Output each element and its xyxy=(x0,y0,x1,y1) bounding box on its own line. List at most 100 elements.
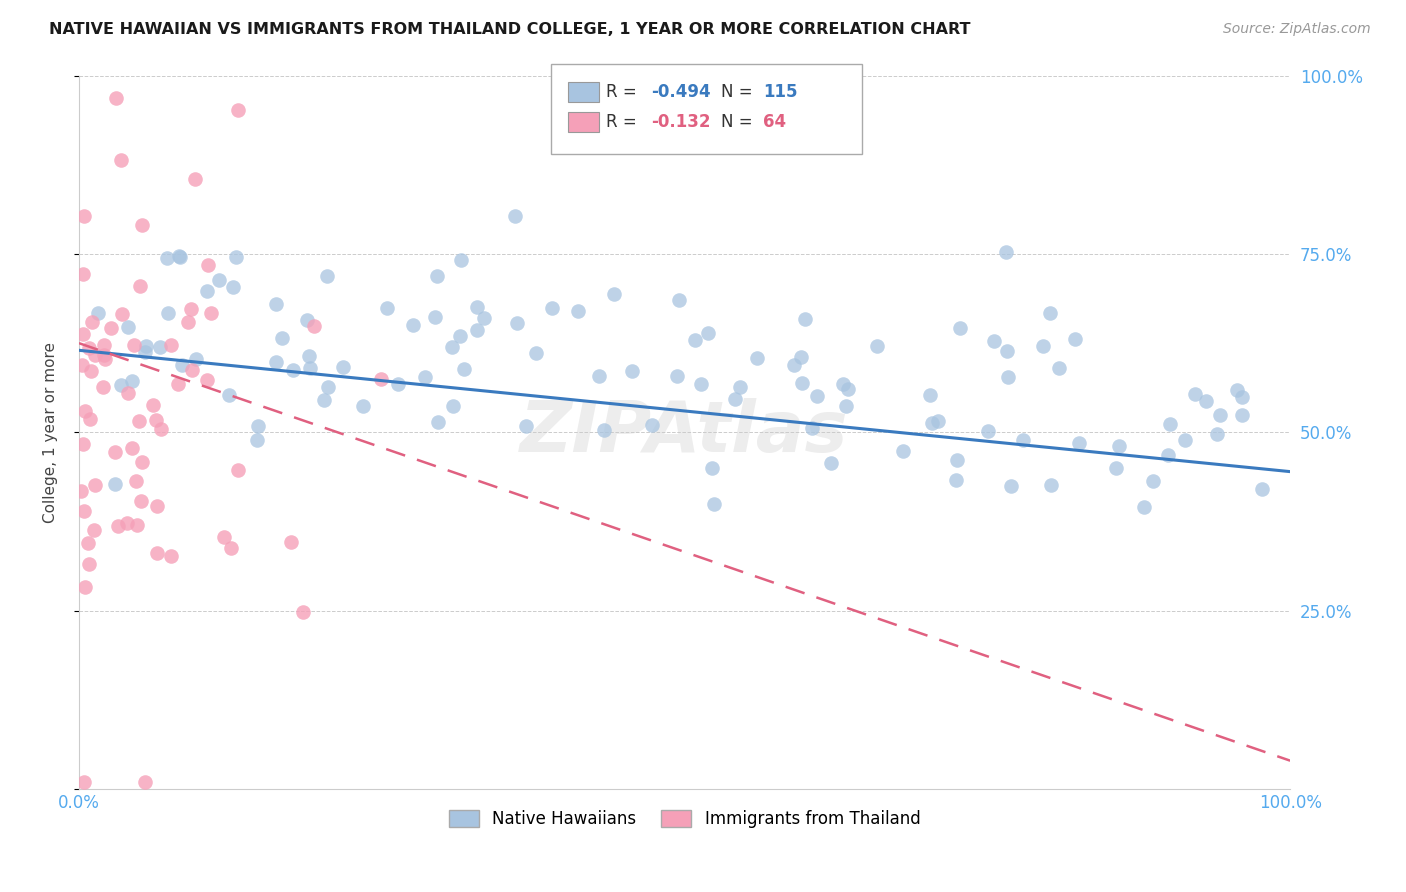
Point xyxy=(73,504,96,518)
Point xyxy=(197,258,219,272)
Point xyxy=(184,172,207,186)
Point xyxy=(160,549,183,564)
Point xyxy=(115,516,138,531)
Point xyxy=(602,287,624,301)
Point xyxy=(172,358,194,372)
Point xyxy=(226,463,249,477)
Point xyxy=(292,605,315,619)
Point xyxy=(945,473,967,487)
Point xyxy=(387,377,409,392)
Point xyxy=(866,339,889,353)
Point xyxy=(160,338,183,352)
Point xyxy=(135,339,157,353)
Point xyxy=(983,334,1005,348)
Point xyxy=(299,361,322,376)
Point xyxy=(125,475,148,489)
Point xyxy=(1174,433,1197,447)
Point xyxy=(332,359,354,374)
Point xyxy=(790,376,813,391)
Point xyxy=(783,358,806,372)
Point xyxy=(75,404,97,418)
Point xyxy=(73,209,96,223)
Text: NATIVE HAWAIIAN VS IMMIGRANTS FROM THAILAND COLLEGE, 1 YEAR OR MORE CORRELATION : NATIVE HAWAIIAN VS IMMIGRANTS FROM THAIL… xyxy=(49,22,970,37)
Point xyxy=(413,369,436,384)
Point xyxy=(927,414,949,428)
Point xyxy=(129,494,152,508)
Point xyxy=(316,380,339,394)
Point xyxy=(1230,390,1253,404)
Point xyxy=(129,278,152,293)
Point xyxy=(122,338,145,352)
Point xyxy=(690,376,713,391)
Point xyxy=(104,477,127,491)
Point xyxy=(247,419,270,434)
Point xyxy=(1251,482,1274,496)
Point xyxy=(200,306,222,320)
Point xyxy=(79,412,101,426)
Point xyxy=(1133,500,1156,514)
Point xyxy=(1047,361,1070,376)
Point xyxy=(1039,478,1062,492)
Point xyxy=(995,344,1018,359)
Point xyxy=(370,372,392,386)
Point xyxy=(86,306,108,320)
Point xyxy=(283,363,305,377)
Point xyxy=(157,306,180,320)
Text: N =: N = xyxy=(721,83,758,101)
Point xyxy=(180,302,202,317)
Point xyxy=(131,455,153,469)
Point xyxy=(1195,393,1218,408)
Point xyxy=(375,301,398,315)
Point xyxy=(1063,332,1085,346)
Point xyxy=(226,103,249,117)
Point xyxy=(271,331,294,345)
Point xyxy=(70,483,93,498)
Point xyxy=(697,326,720,340)
Point xyxy=(441,399,464,413)
Point xyxy=(465,323,488,337)
Point xyxy=(298,349,321,363)
Point xyxy=(465,300,488,314)
Point xyxy=(423,310,446,324)
Point xyxy=(728,380,751,394)
Point xyxy=(949,320,972,334)
Point xyxy=(588,369,610,384)
Point xyxy=(1142,474,1164,488)
Point xyxy=(100,320,122,334)
Point xyxy=(77,342,100,356)
Point xyxy=(515,418,537,433)
Text: -0.494: -0.494 xyxy=(651,83,710,101)
Point xyxy=(149,340,172,354)
Point xyxy=(312,392,335,407)
Point xyxy=(73,775,96,789)
Point xyxy=(316,269,339,284)
Point xyxy=(134,344,156,359)
Point xyxy=(1184,387,1206,401)
Point xyxy=(177,315,200,329)
Point xyxy=(84,477,107,491)
Point xyxy=(703,497,725,511)
Point xyxy=(640,417,662,432)
Point xyxy=(1104,460,1126,475)
Point xyxy=(426,415,449,429)
Point xyxy=(83,523,105,537)
Text: 64: 64 xyxy=(763,113,786,131)
Point xyxy=(117,319,139,334)
Text: Source: ZipAtlas.com: Source: ZipAtlas.com xyxy=(1223,22,1371,37)
Text: -0.132: -0.132 xyxy=(651,113,710,131)
Point xyxy=(212,530,235,544)
Point xyxy=(145,546,167,560)
Point xyxy=(453,361,475,376)
Point xyxy=(977,425,1000,439)
Point xyxy=(1159,417,1181,432)
Point xyxy=(995,244,1018,259)
Point xyxy=(1226,383,1249,397)
Point xyxy=(93,352,115,367)
Point xyxy=(668,293,690,307)
Point xyxy=(280,535,302,549)
Point xyxy=(402,318,425,333)
Text: R =: R = xyxy=(606,113,643,131)
Point xyxy=(449,329,471,343)
Y-axis label: College, 1 year or more: College, 1 year or more xyxy=(44,342,58,523)
Point xyxy=(621,364,644,378)
